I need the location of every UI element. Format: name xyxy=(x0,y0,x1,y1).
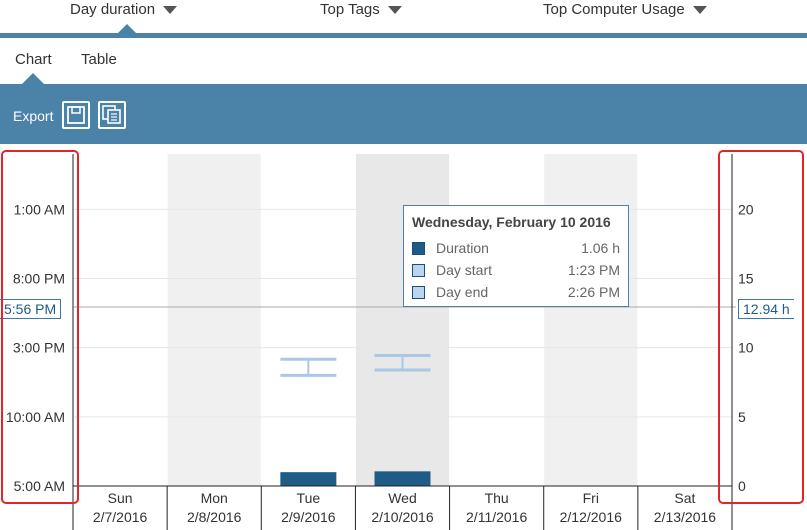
nav-top-tags[interactable]: Top Tags xyxy=(320,1,402,18)
copy-icon xyxy=(102,105,121,124)
left-tick-label: 8:00 PM xyxy=(13,271,65,287)
right-tick-label: 0 xyxy=(738,478,746,494)
tooltip-title: Wednesday, February 10 2016 xyxy=(412,214,611,230)
active-tab-pointer xyxy=(22,73,44,84)
right-tick-label: 20 xyxy=(738,201,754,217)
tab-chart[interactable]: Chart xyxy=(15,51,52,68)
column-band xyxy=(355,154,450,486)
tooltip-row-value: 1.06 h xyxy=(581,240,620,256)
x-tick-date: 2/12/2016 xyxy=(560,509,622,525)
duration-bar xyxy=(374,471,431,486)
report-nav: Day duration Top Tags Top Computer Usage xyxy=(0,0,807,38)
tab-table[interactable]: Table xyxy=(81,51,117,68)
x-tick-date: 2/9/2016 xyxy=(281,509,336,525)
x-tick-day: Sat xyxy=(674,490,695,506)
view-tabs: Chart Table xyxy=(0,38,807,84)
left-tick-label: 1:00 AM xyxy=(14,201,65,217)
tooltip-row-label: Duration xyxy=(436,240,489,256)
nav-day-duration[interactable]: Day duration xyxy=(70,1,178,18)
x-tick-date: 2/8/2016 xyxy=(187,509,242,525)
chevron-down-icon xyxy=(387,5,402,14)
tooltip-row-label: Day start xyxy=(436,262,493,278)
x-tick-date: 2/7/2016 xyxy=(93,509,148,525)
save-button[interactable] xyxy=(62,101,90,129)
export-label: Export xyxy=(13,108,54,124)
save-icon xyxy=(67,106,85,124)
right-tick-label: 5 xyxy=(738,409,746,425)
x-tick-day: Wed xyxy=(388,490,417,506)
x-tick-day: Tue xyxy=(297,490,321,506)
right-tick-label: 15 xyxy=(738,271,754,287)
active-nav-pointer xyxy=(117,24,137,34)
nav-top-computer-usage-label: Top Computer Usage xyxy=(543,1,685,18)
chart-toolbar: Export xyxy=(0,84,807,144)
x-tick-day: Sun xyxy=(108,490,133,506)
x-tick-date: 2/10/2016 xyxy=(371,509,433,525)
left-axis-highlight xyxy=(1,150,79,504)
left-axis-marker: 5:56 PM xyxy=(0,299,62,319)
tooltip-row-day-start: Day start 1:23 PM xyxy=(412,259,620,281)
left-tick-label: 10:00 AM xyxy=(6,409,65,425)
nav-day-duration-label: Day duration xyxy=(70,1,156,18)
left-tick-label: 5:00 AM xyxy=(14,478,65,494)
chevron-down-icon xyxy=(163,5,178,14)
nav-top-computer-usage[interactable]: Top Computer Usage xyxy=(543,1,707,18)
x-tick-date: 2/11/2016 xyxy=(466,509,527,525)
column-band xyxy=(544,154,638,486)
x-tick-day: Thu xyxy=(485,490,509,506)
right-axis-marker: 12.94 h xyxy=(738,299,794,319)
left-tick-label: 3:00 PM xyxy=(13,340,65,356)
chart-tooltip: Wednesday, February 10 2016 Duration 1.0… xyxy=(403,205,629,307)
day-duration-chart: Sun 2/7/2016 Mon 2/8/2016 Tue 2/9/2016 Wed 2/10… xyxy=(6,154,754,530)
column-band xyxy=(167,154,261,486)
right-tick-label: 10 xyxy=(738,340,754,356)
duration-swatch xyxy=(412,241,425,255)
x-tick-day: Fri xyxy=(583,490,599,506)
x-tick-date: 2/13/2016 xyxy=(654,509,716,525)
day-end-swatch xyxy=(412,285,425,299)
tooltip-row-duration: Duration 1.06 h xyxy=(412,237,620,259)
tooltip-row-value: 2:26 PM xyxy=(567,284,620,300)
tooltip-row-label: Day end xyxy=(436,284,489,300)
copy-button[interactable] xyxy=(98,101,126,129)
right-axis-highlight xyxy=(718,150,804,504)
nav-top-tags-label: Top Tags xyxy=(320,1,380,18)
duration-bar xyxy=(280,472,337,486)
nav-accent-bar xyxy=(0,33,807,38)
tooltip-row-value: 1:23 PM xyxy=(567,262,620,278)
tooltip-row-day-end: Day end 2:26 PM xyxy=(412,281,620,303)
x-tick-day: Mon xyxy=(201,490,228,506)
chevron-down-icon xyxy=(692,5,707,14)
day-start-swatch xyxy=(412,263,425,277)
